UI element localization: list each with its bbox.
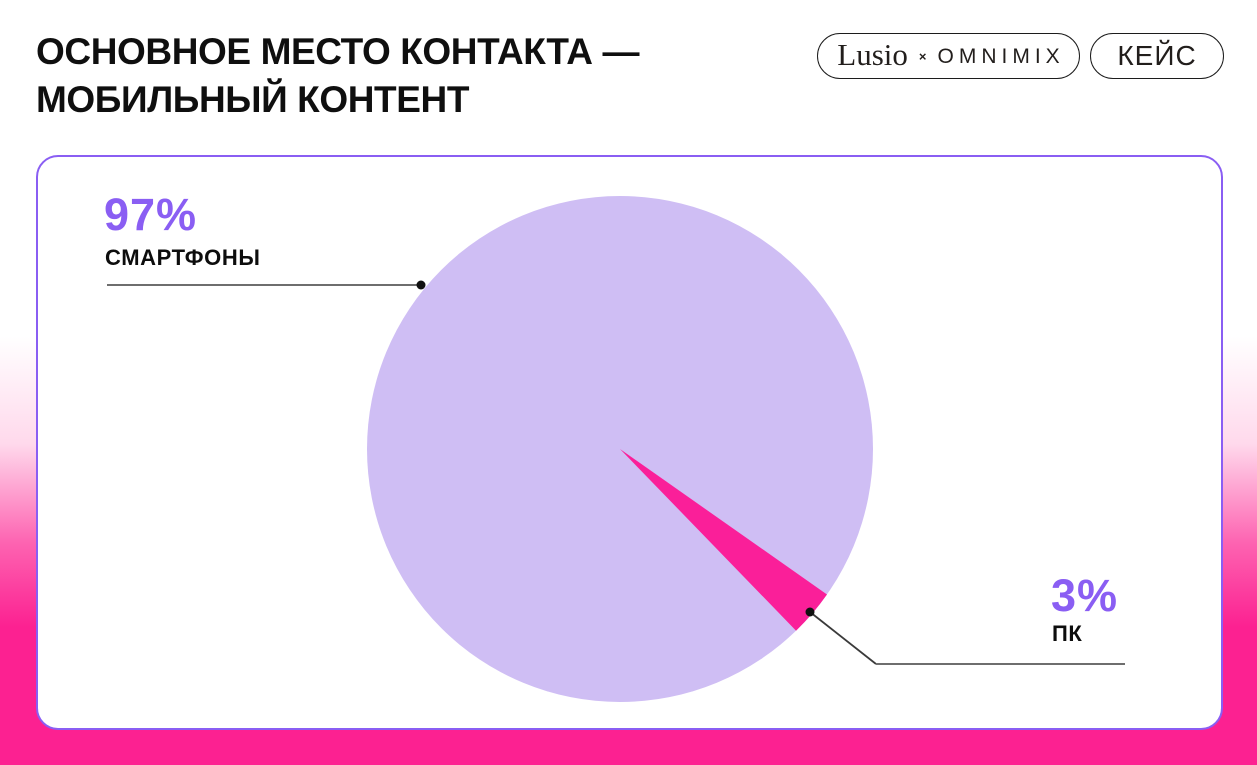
page-title: ОСНОВНОЕ МЕСТО КОНТАКТА — МОБИЛЬНЫЙ КОНТ…	[36, 28, 639, 124]
brand-partner-name: OMNIMIX	[937, 44, 1065, 68]
case-badge-label: КЕЙС	[1117, 40, 1197, 71]
pc-percent-label: 3%	[1051, 570, 1119, 621]
brand-badge: Lusio × OMNIMIX	[817, 33, 1080, 79]
page-title-line-1: ОСНОВНОЕ МЕСТО КОНТАКТА —	[36, 31, 640, 72]
case-badge: КЕЙС	[1090, 33, 1224, 79]
page-title-line-2: МОБИЛЬНЫЙ КОНТЕНТ	[36, 79, 470, 120]
smartphones-percent-label: 97%	[104, 189, 198, 240]
smartphones-slice-label: СМАРТФОНЫ	[105, 245, 261, 270]
pie-chart	[367, 196, 873, 702]
pie-slice-pc	[620, 449, 827, 631]
brand-separator-x-icon: ×	[918, 48, 927, 64]
brand-name: Lusio	[837, 37, 908, 72]
pc-slice-label: ПК	[1052, 621, 1083, 646]
